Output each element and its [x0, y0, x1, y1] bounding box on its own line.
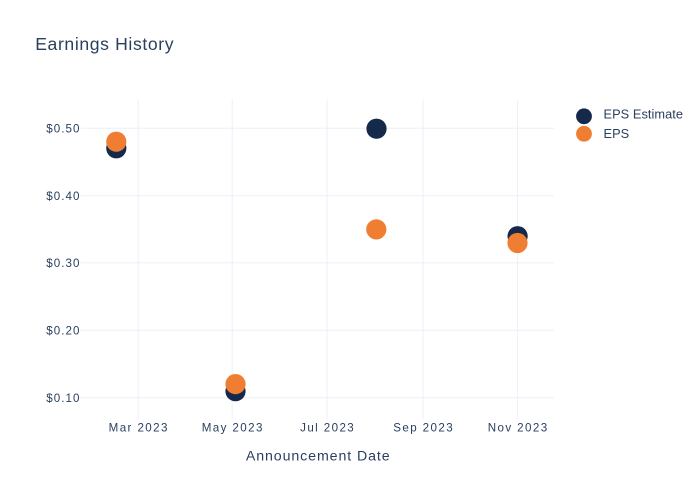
svg-text:$0.30: $0.30	[46, 257, 80, 270]
svg-text:Announcement Date: Announcement Date	[246, 449, 391, 465]
svg-text:$0.40: $0.40	[46, 190, 80, 203]
svg-text:Mar 2023: Mar 2023	[109, 421, 169, 434]
svg-text:Nov 2023: Nov 2023	[488, 421, 549, 434]
svg-text:$0.20: $0.20	[46, 325, 80, 338]
svg-text:$0.50: $0.50	[46, 122, 80, 135]
svg-text:Sep 2023: Sep 2023	[393, 421, 454, 434]
svg-text:EPS Estimate: EPS Estimate	[604, 107, 684, 122]
svg-text:Earnings History: Earnings History	[35, 34, 174, 54]
svg-text:Jul 2023: Jul 2023	[300, 421, 355, 434]
svg-text:$0.10: $0.10	[46, 392, 80, 405]
svg-text:May 2023: May 2023	[202, 421, 264, 434]
svg-text:EPS: EPS	[604, 126, 630, 141]
